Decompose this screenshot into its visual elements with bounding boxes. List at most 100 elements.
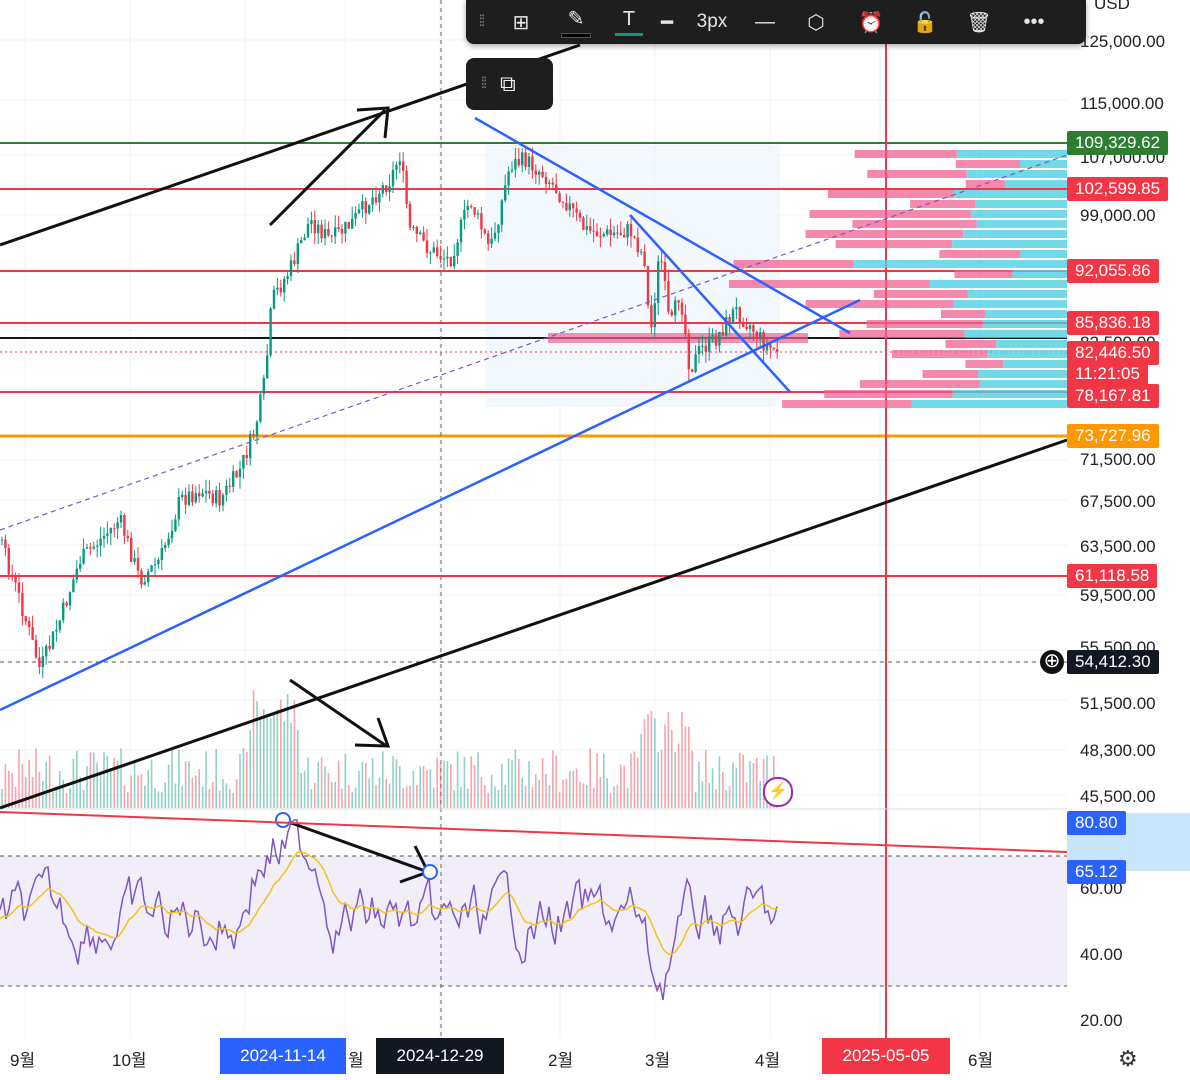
object-tree-icon[interactable]: ⊞: [512, 11, 530, 34]
candle-body: [266, 355, 269, 379]
candle-body: [317, 224, 320, 234]
drag-handle-icon[interactable]: ⁞⁞: [478, 13, 486, 30]
volume-bar: [18, 749, 20, 808]
volume-bar: [99, 774, 102, 808]
line-width-icon[interactable]: ━: [660, 11, 674, 34]
candle-body: [157, 559, 160, 565]
profile-bar: [867, 170, 967, 178]
volume-bar: [79, 776, 81, 808]
candle-body: [415, 227, 418, 234]
profile-bar: [966, 170, 1067, 178]
currency-label[interactable]: USD: [1094, 0, 1130, 13]
volume-bar: [249, 730, 251, 808]
date-tag[interactable]: 2024-12-29: [376, 1038, 504, 1074]
volume-bar: [507, 758, 510, 808]
volume-bar: [422, 765, 425, 808]
volume-bar: [195, 775, 197, 808]
candle-body: [262, 378, 265, 395]
candle-body: [738, 307, 741, 324]
drawing-toolbar[interactable]: ⁞⁞ ⊞ ✎ T ━ 3px — ⬡ ⏰ 🔓 🗑 •••: [466, 0, 1086, 44]
volume-bar: [640, 733, 642, 808]
volume-bar: [215, 749, 217, 808]
price-tag[interactable]: 80.80: [1067, 811, 1126, 835]
text-icon[interactable]: T: [606, 0, 652, 44]
candle-body: [276, 287, 279, 290]
price-tag[interactable]: 102,599.85: [1067, 177, 1169, 201]
candle-body: [412, 227, 415, 229]
price-tag[interactable]: 73,727.96: [1067, 424, 1159, 448]
visual-order-toolbar[interactable]: ⁞⁞ ⧉: [466, 58, 553, 110]
price-axis-label: 67,500.00: [1080, 492, 1156, 511]
volume-bar: [218, 790, 221, 808]
profile-bar: [982, 320, 1067, 328]
volume-bar: [45, 761, 47, 808]
volume-bar: [120, 748, 122, 808]
volume-bar: [208, 789, 211, 808]
price-tag[interactable]: 109,329.62: [1067, 131, 1169, 155]
drawing-tools[interactable]: [0, 43, 1068, 884]
drag-handle-icon[interactable]: ⁞⁞: [480, 75, 488, 92]
candle-body: [691, 369, 694, 372]
volume-bar: [327, 772, 330, 808]
price-tag[interactable]: 61,118.58: [1067, 564, 1158, 588]
volume-bar: [184, 761, 187, 808]
candle-body: [500, 200, 503, 225]
volume-bar: [263, 709, 265, 808]
volume-bar: [4, 763, 7, 808]
candle-body: [62, 602, 65, 621]
volume-bar: [426, 770, 428, 808]
candle-body: [657, 261, 660, 304]
price-tag[interactable]: 82,446.50: [1067, 341, 1159, 365]
candle-body: [364, 201, 367, 214]
candle-body: [320, 224, 323, 239]
alert-clock-icon[interactable]: ⏰: [858, 11, 884, 34]
add-alert-plus-icon[interactable]: ⊕: [1040, 650, 1064, 674]
candle-body: [714, 335, 718, 346]
rsi-background: [0, 856, 1067, 986]
volume-bar: [698, 761, 700, 808]
volume-bar: [477, 752, 479, 808]
candle-body: [286, 276, 289, 280]
profile-bar: [839, 330, 965, 338]
candle-body: [109, 528, 112, 534]
more-icon[interactable]: •••: [1023, 10, 1045, 33]
price-tag[interactable]: 78,167.81: [1067, 384, 1159, 408]
visual-order-icon[interactable]: ⧉: [500, 71, 516, 96]
price-tag[interactable]: 54,412.30: [1067, 650, 1159, 674]
volume-bar: [14, 787, 17, 808]
profile-bar: [728, 280, 930, 288]
candle-body: [201, 493, 204, 497]
settings-gear-icon[interactable]: ⚙: [1118, 1046, 1138, 1071]
volume-bar: [232, 792, 234, 808]
volume-bar: [677, 743, 680, 808]
price-axis-label: 51,500.00: [1080, 694, 1156, 713]
volume-bar: [620, 764, 622, 808]
profile-bar: [835, 240, 953, 248]
date-tag[interactable]: 2025-05-05: [822, 1038, 950, 1074]
price-tag[interactable]: 11:21:05: [1067, 362, 1148, 386]
price-tag[interactable]: 92,055.86: [1067, 259, 1159, 283]
candle-body: [323, 229, 327, 239]
volume-bar: [337, 760, 340, 808]
volume-bar: [565, 778, 568, 808]
profile-bar: [873, 290, 968, 298]
pencil-icon[interactable]: ✎: [546, 0, 606, 44]
volume-bar: [759, 780, 761, 808]
hexagon-settings-icon[interactable]: ⬡: [807, 11, 825, 34]
line-width-label[interactable]: 3px: [696, 11, 728, 32]
volume-bar: [314, 782, 316, 808]
price-tag[interactable]: 85,836.18: [1067, 311, 1159, 335]
volume-bar: [198, 769, 200, 808]
unlock-icon[interactable]: 🔓: [912, 11, 938, 34]
profile-bar: [827, 190, 954, 198]
profile-bar: [953, 190, 1067, 198]
line-style-icon[interactable]: —: [755, 10, 775, 33]
date-tag[interactable]: 2024-11-14: [220, 1038, 346, 1074]
lightning-icon[interactable]: ⚡: [763, 777, 793, 807]
volume-bar: [52, 792, 54, 808]
trash-icon[interactable]: 🗑: [966, 11, 992, 34]
candle-body: [439, 256, 442, 260]
price-tag[interactable]: 65.12: [1067, 860, 1126, 884]
candle-body: [34, 639, 38, 658]
